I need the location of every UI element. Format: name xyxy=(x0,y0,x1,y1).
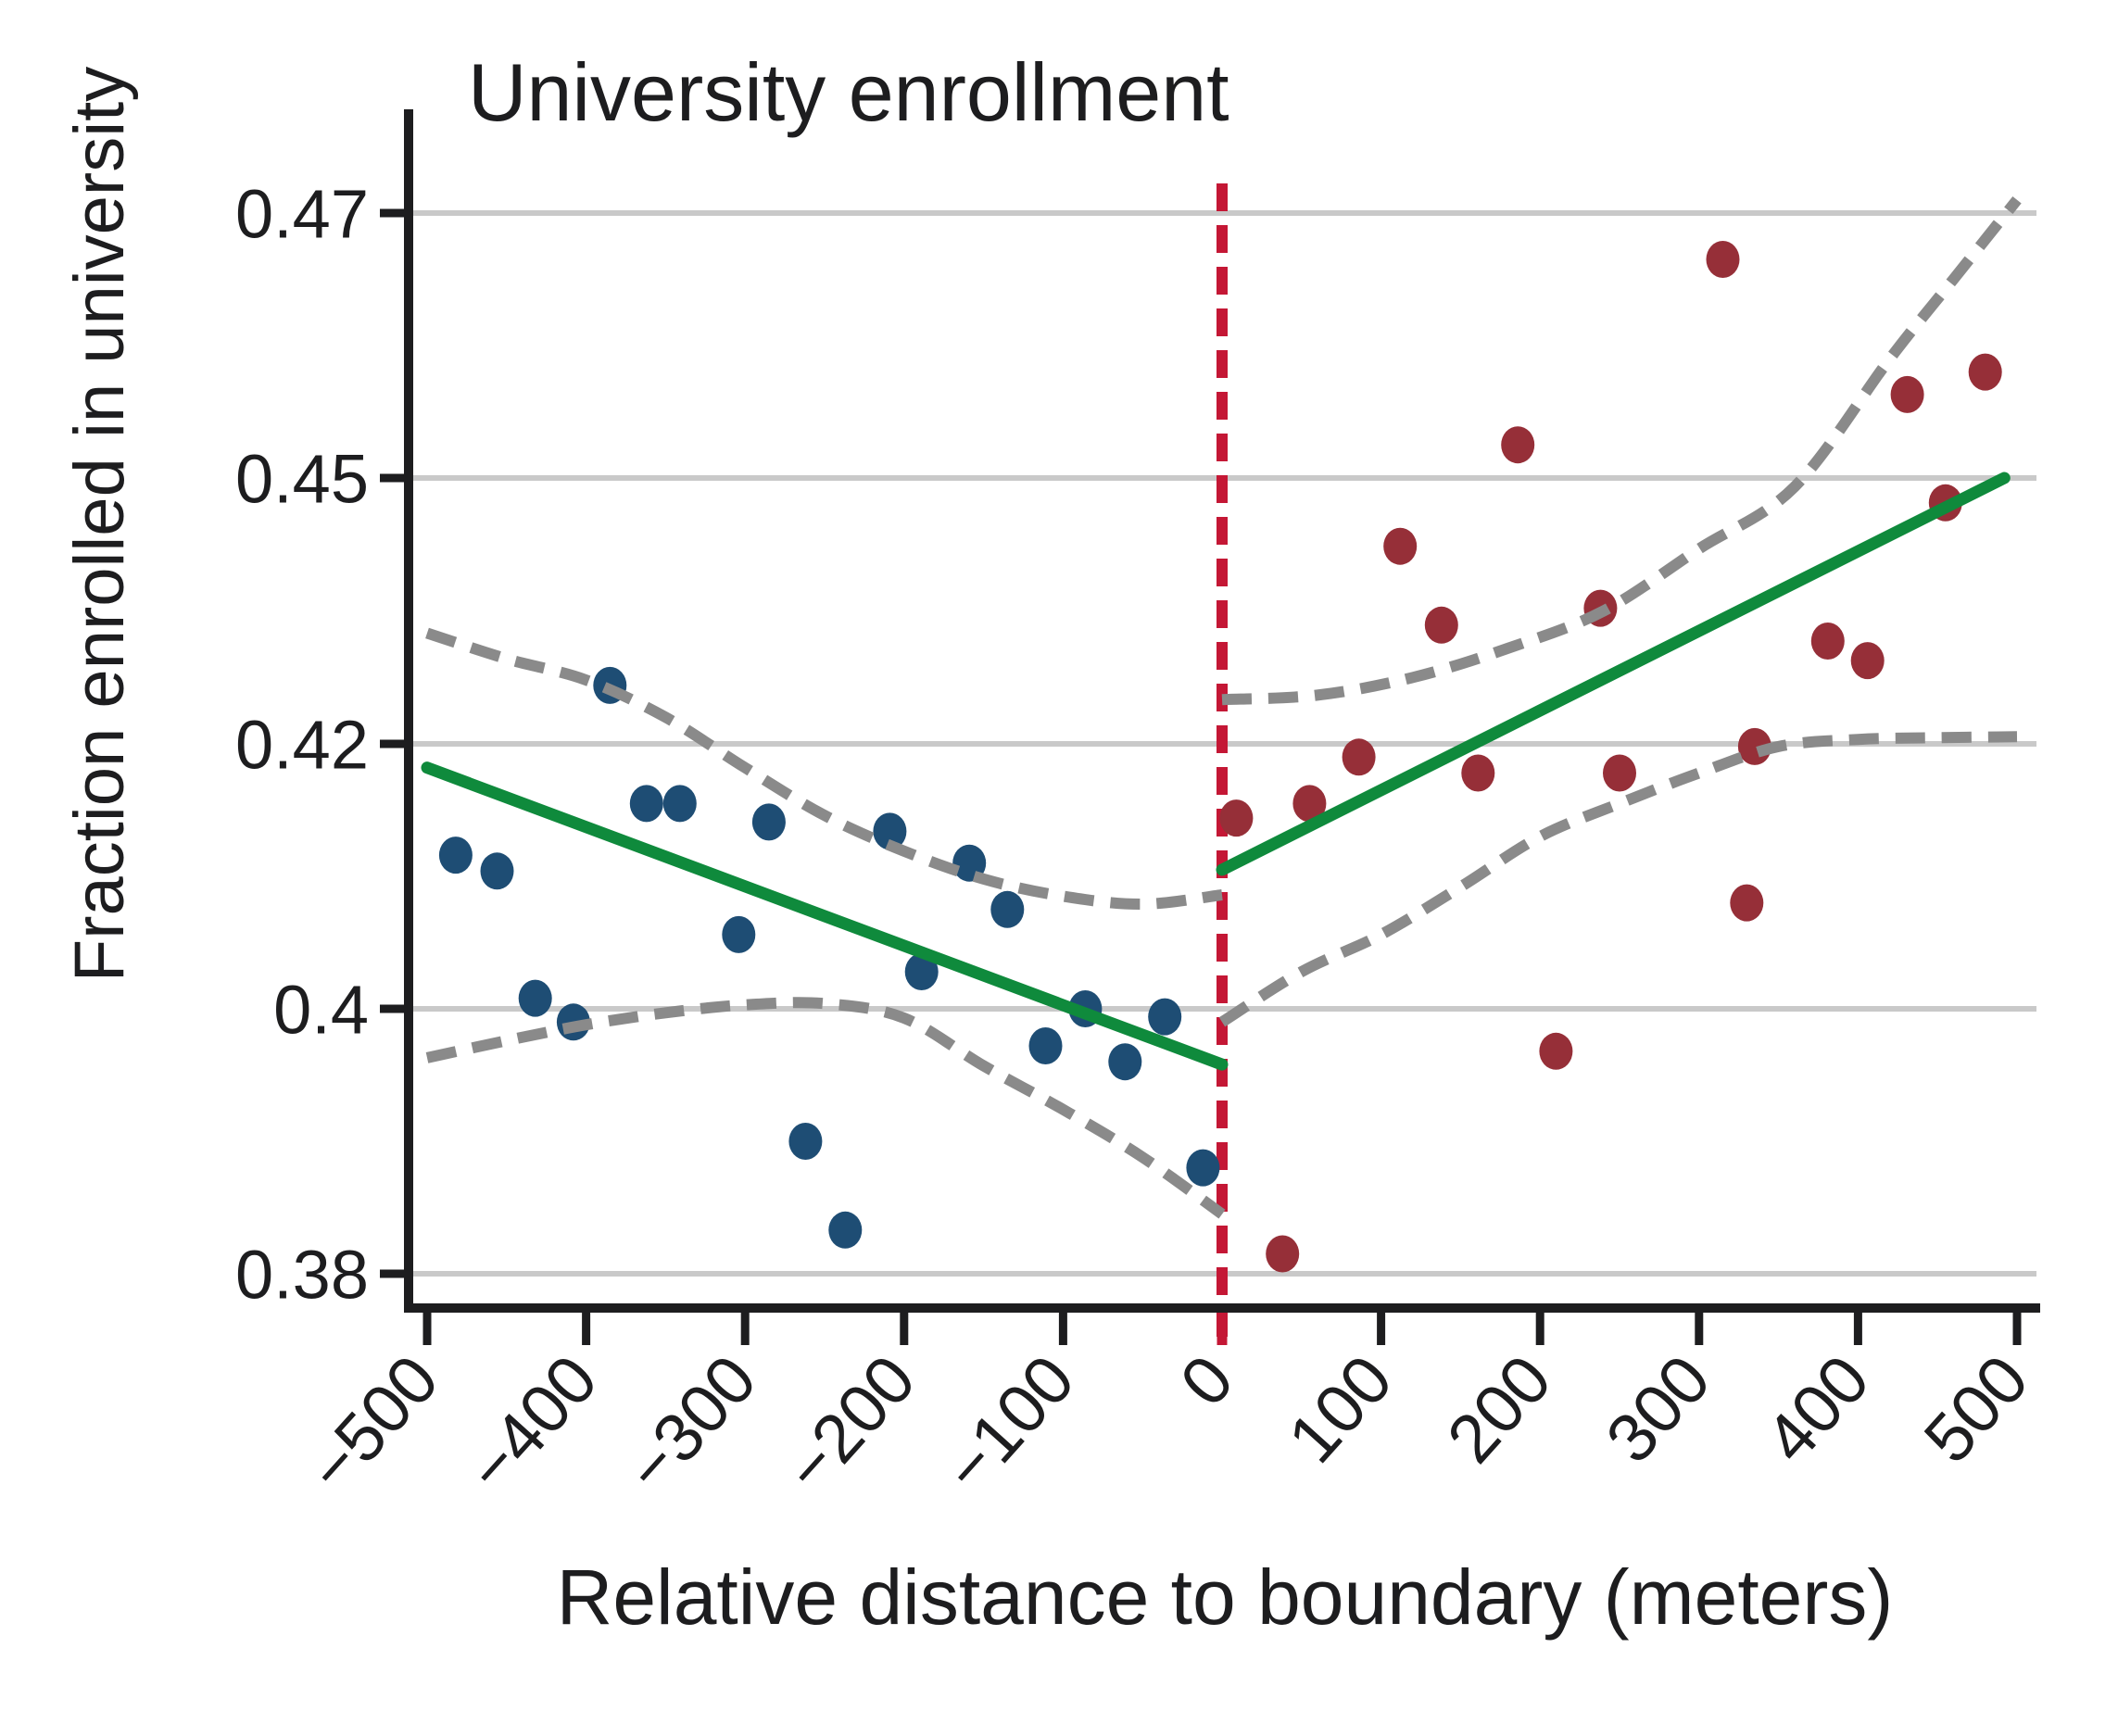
data-point xyxy=(629,785,663,823)
x-tick-label: 0 xyxy=(1166,1340,1248,1420)
confidence-band xyxy=(425,627,1223,911)
x-axis-title: Relative distance to boundary (meters) xyxy=(556,1554,1894,1641)
confidence-band xyxy=(425,997,1226,1219)
data-point xyxy=(1028,1027,1063,1064)
data-point xyxy=(1342,738,1376,776)
fit-line xyxy=(421,761,1229,1071)
x-tick-label: 300 xyxy=(1591,1340,1724,1477)
chart-title: University enrollment xyxy=(468,46,1229,138)
x-tick-label: −400 xyxy=(451,1340,611,1506)
data-point xyxy=(873,812,907,850)
x-tick-label: 100 xyxy=(1273,1340,1406,1477)
data-point xyxy=(722,915,756,953)
data-point xyxy=(1730,884,1764,922)
data-point xyxy=(1108,1043,1142,1081)
y-tick-label: 0.45 xyxy=(235,441,369,518)
data-point xyxy=(1219,799,1254,837)
confidence-band xyxy=(1218,731,2018,1027)
x-tick-label: 200 xyxy=(1432,1340,1566,1477)
y-axis-title: Fraction enrolled in university xyxy=(60,66,139,983)
x-tick-label: −300 xyxy=(611,1340,771,1506)
x-tick-label: −200 xyxy=(769,1340,929,1506)
data-point xyxy=(990,890,1025,928)
scatter-right-group xyxy=(1219,241,2002,1273)
data-point xyxy=(1603,754,1636,792)
x-tick-label: −100 xyxy=(928,1340,1089,1506)
data-point xyxy=(788,1123,823,1160)
data-point xyxy=(904,953,939,990)
data-point xyxy=(1706,241,1740,278)
data-point xyxy=(1810,623,1845,660)
data-point xyxy=(1461,754,1495,792)
data-point xyxy=(1186,1149,1220,1187)
confidence-band xyxy=(1221,195,2022,706)
data-point xyxy=(1266,1235,1300,1273)
data-point xyxy=(438,837,473,874)
y-tick-label: 0.47 xyxy=(235,176,369,253)
fit-line xyxy=(1216,472,2011,876)
scatter-left-group xyxy=(438,666,1220,1249)
data-point xyxy=(1292,785,1327,823)
y-tick-label: 0.42 xyxy=(235,707,369,784)
data-point xyxy=(1424,606,1458,644)
x-tick-label: 500 xyxy=(1910,1340,2043,1477)
data-point xyxy=(1968,353,2002,391)
data-point xyxy=(518,979,552,1017)
data-point xyxy=(828,1211,863,1249)
data-point xyxy=(1539,1032,1573,1070)
data-point xyxy=(1148,998,1182,1036)
data-point xyxy=(751,803,786,841)
data-point xyxy=(1850,642,1885,680)
x-tick-label: 400 xyxy=(1750,1340,1884,1477)
data-point xyxy=(1890,375,1924,413)
data-point xyxy=(1383,527,1418,565)
data-point xyxy=(1501,426,1535,464)
x-tick-label: −500 xyxy=(293,1340,453,1506)
y-tick-label: 0.4 xyxy=(273,972,369,1049)
y-tick-label: 0.38 xyxy=(235,1237,369,1314)
data-point xyxy=(662,785,697,823)
data-point xyxy=(480,852,514,890)
